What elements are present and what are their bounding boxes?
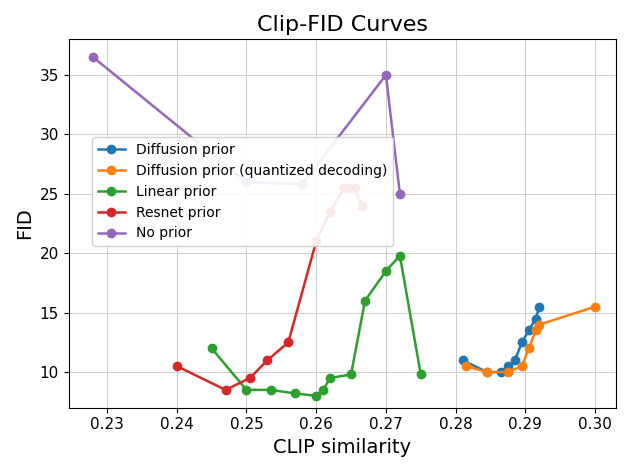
Diffusion prior (quantized decoding) bbox=[518, 363, 526, 369]
Linear prior bbox=[361, 298, 369, 303]
Line: No prior: No prior bbox=[89, 53, 404, 198]
Diffusion prior bbox=[518, 339, 526, 345]
Resnet prior bbox=[326, 209, 334, 214]
Linear prior bbox=[347, 371, 355, 377]
Linear prior bbox=[267, 387, 274, 393]
Diffusion prior bbox=[497, 369, 505, 375]
Diffusion prior bbox=[504, 363, 512, 369]
Linear prior bbox=[417, 371, 425, 377]
Diffusion prior bbox=[532, 316, 540, 321]
Y-axis label: FID: FID bbox=[15, 208, 34, 239]
Diffusion prior bbox=[483, 369, 491, 375]
Diffusion prior (quantized decoding) bbox=[525, 346, 533, 351]
No prior bbox=[298, 181, 306, 187]
Resnet prior bbox=[344, 185, 351, 191]
Diffusion prior bbox=[511, 357, 519, 363]
Linear prior bbox=[319, 387, 327, 393]
X-axis label: CLIP similarity: CLIP similarity bbox=[273, 438, 411, 457]
Diffusion prior (quantized decoding) bbox=[483, 369, 491, 375]
Linear prior bbox=[208, 346, 215, 351]
Resnet prior bbox=[312, 238, 320, 244]
Resnet prior bbox=[173, 363, 180, 369]
Diffusion prior (quantized decoding) bbox=[536, 322, 543, 328]
Diffusion prior (quantized decoding) bbox=[532, 328, 540, 333]
Line: Resnet prior: Resnet prior bbox=[172, 184, 366, 394]
Line: Diffusion prior: Diffusion prior bbox=[459, 303, 543, 376]
No prior bbox=[396, 191, 404, 197]
Diffusion prior bbox=[525, 328, 533, 333]
Title: Clip-FID Curves: Clip-FID Curves bbox=[257, 15, 428, 35]
Diffusion prior bbox=[459, 357, 466, 363]
Line: Diffusion prior (quantized decoding): Diffusion prior (quantized decoding) bbox=[462, 303, 599, 376]
Linear prior bbox=[312, 393, 320, 399]
No prior bbox=[89, 54, 97, 60]
Line: Linear prior: Linear prior bbox=[208, 252, 425, 400]
Diffusion prior (quantized decoding) bbox=[504, 369, 512, 375]
Resnet prior bbox=[264, 357, 271, 363]
Resnet prior bbox=[358, 203, 365, 209]
Linear prior bbox=[292, 391, 299, 396]
Legend: Diffusion prior, Diffusion prior (quantized decoding), Linear prior, Resnet prio: Diffusion prior, Diffusion prior (quanti… bbox=[92, 137, 393, 246]
Resnet prior bbox=[351, 185, 358, 191]
Linear prior bbox=[243, 387, 251, 393]
Resnet prior bbox=[221, 387, 229, 393]
Resnet prior bbox=[246, 375, 254, 381]
Diffusion prior (quantized decoding) bbox=[463, 363, 470, 369]
Linear prior bbox=[382, 268, 390, 274]
Diffusion prior (quantized decoding) bbox=[591, 304, 599, 310]
No prior bbox=[243, 179, 251, 185]
Linear prior bbox=[326, 375, 334, 381]
Linear prior bbox=[396, 253, 404, 259]
No prior bbox=[382, 72, 390, 78]
Resnet prior bbox=[285, 339, 292, 345]
Resnet prior bbox=[340, 185, 348, 191]
Diffusion prior bbox=[536, 304, 543, 310]
